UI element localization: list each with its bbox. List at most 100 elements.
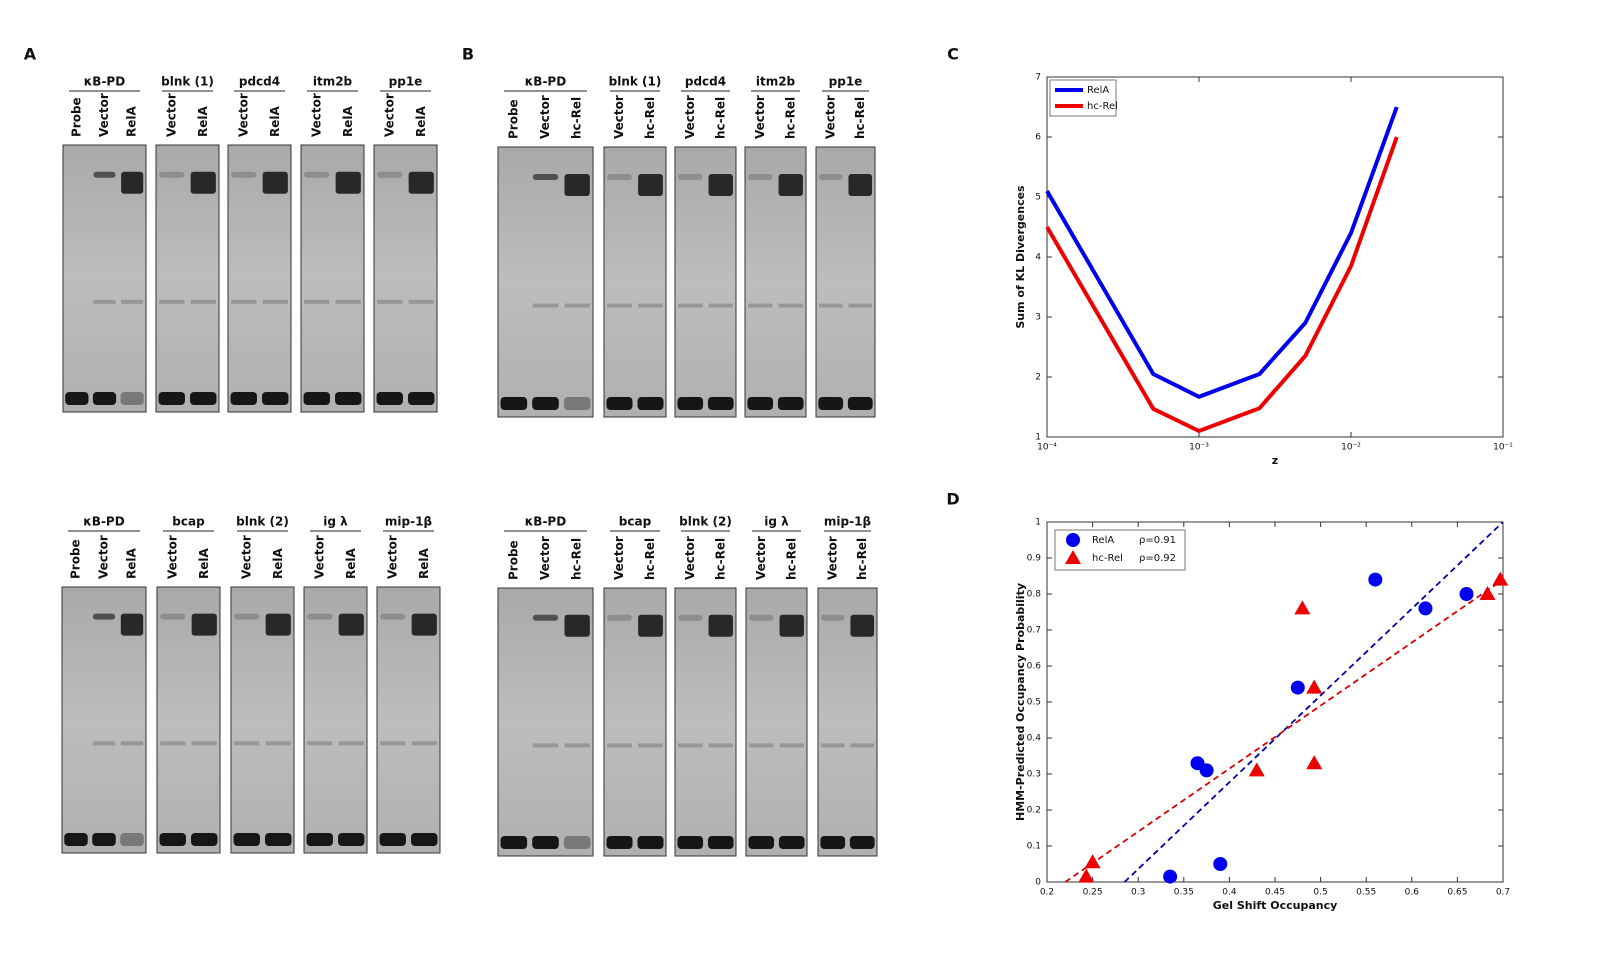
lane-label: Vector	[312, 535, 326, 579]
lane-label: RelA	[271, 548, 285, 579]
shift-band	[820, 614, 845, 621]
shift-band	[380, 613, 406, 620]
y-axis-label: HMM-Predicted Occupancy Probability	[1014, 583, 1027, 821]
legend-label: RelA	[1092, 535, 1114, 546]
gel-group-label: κB-PD	[83, 515, 124, 529]
y-tick-label: 0.4	[1027, 734, 1042, 744]
shift-band	[532, 174, 559, 180]
free-probe-band	[120, 392, 144, 405]
free-probe-band	[120, 833, 144, 846]
x-axis-label: Gel Shift Occupancy	[1213, 899, 1338, 912]
shift-band	[408, 171, 434, 194]
y-tick-label: 0	[1035, 878, 1041, 888]
gel-group-label: itm2b	[313, 75, 353, 89]
y-tick-label: 0.8	[1027, 590, 1042, 600]
free-probe-band	[707, 836, 734, 849]
faint-band	[564, 743, 590, 748]
free-probe-band	[379, 833, 406, 846]
shift-band	[748, 174, 773, 180]
shift-band	[304, 171, 330, 178]
triangle-point	[1492, 571, 1509, 586]
faint-band	[607, 303, 632, 308]
lane-label: Vector	[612, 536, 626, 580]
faint-band	[160, 741, 186, 746]
gel-group-label: κB-PD	[525, 515, 566, 529]
shift-band	[159, 171, 185, 178]
triangle-point	[1065, 550, 1081, 564]
gel-group-label: bcap	[619, 515, 652, 529]
series-line	[1045, 106, 1399, 399]
circle-point	[1368, 572, 1383, 587]
circle-point	[1163, 869, 1178, 884]
y-tick-label: 6	[1035, 133, 1041, 143]
lane-label: Vector	[164, 93, 178, 137]
faint-band	[678, 303, 703, 308]
gel-group-label: κB-PD	[525, 75, 566, 89]
free-probe-band	[563, 397, 591, 410]
shift-band	[262, 171, 288, 194]
x-tick-label: 0.6	[1405, 888, 1420, 898]
gel-group-label: itm2b	[756, 75, 796, 89]
circle-point	[1459, 587, 1474, 601]
lane-label: Probe	[506, 99, 520, 139]
faint-band	[850, 743, 875, 748]
legend-box	[1049, 79, 1117, 117]
lane-label: hc-Rel	[784, 538, 798, 580]
faint-band	[92, 741, 116, 746]
free-probe-band	[335, 392, 362, 405]
faint-band	[234, 741, 260, 746]
free-probe-band	[847, 397, 873, 410]
shift-band	[120, 613, 144, 636]
triangle-point	[1078, 868, 1095, 883]
y-tick-label: 5	[1035, 193, 1041, 203]
y-tick-label: 4	[1035, 253, 1041, 263]
free-probe-band	[747, 397, 774, 410]
lane-label: Probe	[69, 539, 83, 579]
lane-label: hc-Rel	[643, 97, 657, 139]
lane-label: Vector	[97, 535, 111, 579]
gel-group-label: κB-PD	[84, 75, 125, 89]
free-probe-band	[748, 836, 775, 849]
free-probe-band	[159, 833, 186, 846]
lane-label: Probe	[69, 97, 83, 137]
lane-label: Probe	[506, 540, 520, 580]
shift-band	[778, 174, 803, 196]
y-tick-label: 0.6	[1027, 662, 1042, 672]
free-probe-band	[190, 392, 217, 405]
lane-label: Vector	[538, 95, 552, 139]
shift-band	[850, 614, 875, 637]
gel-group-label: mip-1β	[824, 515, 872, 529]
gel-group-label: blnk (2)	[236, 515, 289, 529]
triangle-point	[1479, 586, 1496, 600]
lane-label: hc-Rel	[713, 538, 727, 580]
y-axis-label: Sum of KL Divergences	[1014, 185, 1027, 329]
lane-label: hc-Rel	[643, 538, 657, 580]
faint-band	[564, 303, 590, 308]
lane-label: hc-Rel	[853, 97, 867, 139]
lane-label: RelA	[414, 106, 428, 137]
triangle-point	[1248, 762, 1265, 777]
free-probe-band	[191, 833, 218, 846]
lane-label: hc-Rel	[783, 97, 797, 139]
free-probe-band	[92, 392, 117, 405]
gel-group-label: ig λ	[764, 515, 789, 529]
shift-band	[564, 614, 590, 637]
panel-letter: A	[24, 45, 37, 64]
lane-label: RelA	[341, 106, 355, 137]
gel-group-label: bcap	[172, 515, 205, 529]
faint-band	[93, 299, 116, 304]
y-tick-label: 0.9	[1027, 554, 1042, 564]
shift-band	[638, 174, 663, 196]
free-probe-band	[64, 833, 88, 846]
lane-label: hc-Rel	[713, 97, 727, 139]
gel-group-label: pdcd4	[685, 75, 726, 89]
free-probe-band	[637, 836, 664, 849]
x-axis-label: z	[1272, 454, 1278, 467]
faint-band	[377, 299, 403, 304]
free-probe-band	[230, 392, 257, 405]
x-tick-label: 10⁻⁴	[1037, 443, 1057, 453]
legend-label: hc-Rel	[1092, 553, 1123, 564]
faint-band	[159, 299, 185, 304]
circle-point	[1213, 857, 1228, 871]
